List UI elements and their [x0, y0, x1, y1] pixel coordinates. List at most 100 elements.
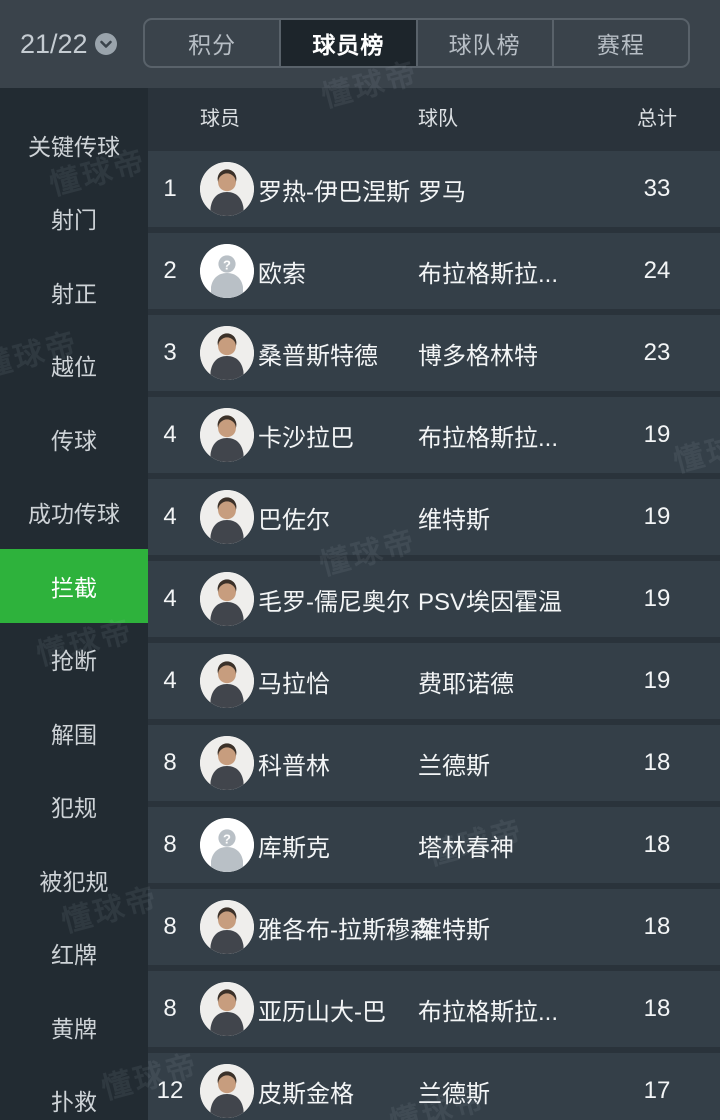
team-name: 布拉格斯拉...	[418, 260, 559, 288]
table-row[interactable]: 3 桑普斯特德 博多格林特 23	[148, 315, 720, 391]
total-value: 19	[643, 667, 671, 694]
total-column-header: 总计	[637, 108, 677, 130]
player-name: 罗热-伊巴涅斯	[258, 178, 410, 206]
player-name: 桑普斯特德	[258, 342, 378, 370]
svg-text:?: ?	[223, 258, 231, 273]
player-avatar-placeholder-icon: ?	[200, 818, 254, 872]
table-row[interactable]: 12 皮斯金格 兰德斯 17	[148, 1053, 720, 1120]
rankings-table: 球员 球队 总计 1 罗热-伊巴涅斯 罗马 33 2 ? 欧索 布拉格斯拉...…	[148, 88, 720, 1120]
player-name: 欧索	[258, 260, 306, 288]
table-row[interactable]: 1 罗热-伊巴涅斯 罗马 33	[148, 151, 720, 227]
team-name: 塔林春神	[418, 834, 514, 862]
team-name: 布拉格斯拉...	[418, 424, 559, 452]
tab-group: 积分 球员榜 球队榜 赛程	[143, 18, 690, 68]
rank-value: 8	[163, 749, 177, 776]
team-name: 兰德斯	[418, 752, 490, 780]
table-row[interactable]: 4 马拉恰 费耶诺德 19	[148, 643, 720, 719]
player-name: 库斯克	[258, 834, 330, 862]
table-row[interactable]: 4 卡沙拉巴 布拉格斯拉... 19	[148, 397, 720, 473]
player-name: 雅各布-拉斯穆森	[258, 916, 434, 944]
table-header: 球员 球队 总计	[148, 88, 720, 145]
season-selector[interactable]: 21/22	[20, 29, 117, 60]
rank-value: 4	[163, 421, 177, 448]
total-value: 33	[643, 175, 671, 202]
player-avatar-icon	[200, 408, 254, 462]
player-avatar-icon	[200, 736, 254, 790]
player-column-header: 球员	[200, 108, 240, 130]
player-name: 卡沙拉巴	[258, 424, 354, 452]
team-name: 维特斯	[418, 916, 490, 944]
sidebar-item-interceptions[interactable]: 拦截	[0, 549, 148, 623]
player-avatar-icon	[200, 654, 254, 708]
sidebar-item-passes[interactable]: 传球	[51, 427, 97, 454]
total-value: 18	[643, 831, 671, 858]
total-value: 18	[643, 995, 671, 1022]
table-row[interactable]: 8 科普林 兰德斯 18	[148, 725, 720, 801]
tab-schedule[interactable]: 赛程	[551, 20, 688, 66]
season-label: 21/22	[20, 28, 88, 59]
sidebar-item-saves[interactable]: 扑救	[51, 1089, 97, 1116]
total-value: 18	[643, 913, 671, 940]
rank-value: 8	[163, 995, 177, 1022]
tab-player-rankings[interactable]: 球员榜	[279, 20, 416, 66]
player-name: 科普林	[258, 752, 330, 780]
rank-value: 2	[163, 257, 177, 284]
sidebar-item-key-passes[interactable]: 关键传球	[28, 133, 120, 160]
stats-sidebar: 关键传球射门射正越位传球成功传球拦截抢断解围犯规被犯规红牌黄牌扑救	[0, 88, 148, 1120]
table-body: 1 罗热-伊巴涅斯 罗马 33 2 ? 欧索 布拉格斯拉... 24 3 桑普斯…	[148, 151, 720, 1120]
player-name: 马拉恰	[258, 670, 330, 698]
team-name: 费耶诺德	[418, 670, 514, 698]
total-value: 19	[643, 503, 671, 530]
team-name: 博多格林特	[418, 342, 538, 370]
sidebar-item-successful-passes[interactable]: 成功传球	[28, 501, 120, 528]
rank-value: 4	[163, 667, 177, 694]
player-name: 巴佐尔	[258, 506, 330, 534]
total-value: 24	[643, 257, 671, 284]
player-name: 亚历山大-巴	[258, 998, 386, 1026]
table-row[interactable]: 4 毛罗-儒尼奥尔 PSV埃因霍温 19	[148, 561, 720, 637]
svg-text:?: ?	[223, 832, 231, 847]
tab-standings[interactable]: 积分	[145, 20, 279, 66]
rank-value: 12	[156, 1077, 184, 1104]
player-avatar-icon	[200, 162, 254, 216]
player-avatar-placeholder-icon: ?	[200, 244, 254, 298]
total-value: 23	[643, 339, 671, 366]
table-row[interactable]: 2 ? 欧索 布拉格斯拉... 24	[148, 233, 720, 309]
content-layout: 关键传球射门射正越位传球成功传球拦截抢断解围犯规被犯规红牌黄牌扑救 球员 球队 …	[0, 88, 720, 1120]
rank-value: 1	[163, 175, 177, 202]
player-avatar-icon	[200, 900, 254, 954]
player-avatar-icon	[200, 1064, 254, 1118]
tab-team-rankings[interactable]: 球队榜	[415, 20, 552, 66]
sidebar-item-offsides[interactable]: 越位	[51, 354, 97, 381]
player-avatar-icon	[200, 572, 254, 626]
team-name: 罗马	[418, 178, 466, 206]
sidebar-item-clearances[interactable]: 解围	[51, 721, 97, 748]
table-row[interactable]: 8 ? 库斯克 塔林春神 18	[148, 807, 720, 883]
rank-value: 4	[163, 503, 177, 530]
sidebar-item-shots[interactable]: 射门	[51, 207, 97, 234]
rank-value: 3	[163, 339, 177, 366]
player-avatar-icon	[200, 326, 254, 380]
rank-value: 8	[163, 913, 177, 940]
sidebar-item-tackles[interactable]: 抢断	[51, 648, 97, 675]
top-bar: 21/22 积分 球员榜 球队榜 赛程	[0, 0, 720, 88]
sidebar-item-fouls[interactable]: 犯规	[51, 795, 97, 822]
team-name: PSV埃因霍温	[418, 588, 563, 616]
team-column-header: 球队	[418, 108, 458, 130]
sidebar-item-red-cards[interactable]: 红牌	[51, 942, 97, 969]
total-value: 17	[643, 1077, 671, 1104]
chevron-down-icon	[94, 33, 117, 55]
table-row[interactable]: 8 雅各布-拉斯穆森 维特斯 18	[148, 889, 720, 965]
sidebar-item-yellow-cards[interactable]: 黄牌	[51, 1015, 97, 1042]
total-value: 19	[643, 585, 671, 612]
sidebar-item-shots-on-target[interactable]: 射正	[51, 280, 97, 307]
team-name: 兰德斯	[418, 1080, 490, 1108]
team-name: 布拉格斯拉...	[418, 998, 559, 1026]
table-row[interactable]: 8 亚历山大-巴 布拉格斯拉... 18	[148, 971, 720, 1047]
rank-value: 4	[163, 585, 177, 612]
total-value: 18	[643, 749, 671, 776]
rank-value: 8	[163, 831, 177, 858]
total-value: 19	[643, 421, 671, 448]
sidebar-item-fouled[interactable]: 被犯规	[39, 868, 109, 895]
table-row[interactable]: 4 巴佐尔 维特斯 19	[148, 479, 720, 555]
